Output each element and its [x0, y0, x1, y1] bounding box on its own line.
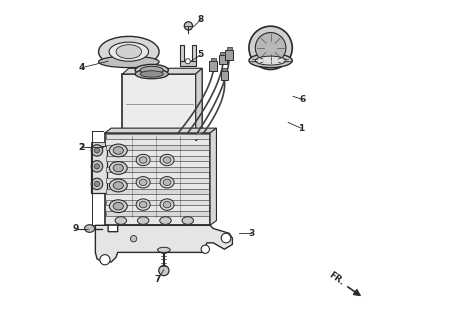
Bar: [220, 71, 228, 80]
Ellipse shape: [84, 225, 95, 232]
Ellipse shape: [140, 71, 163, 77]
Bar: [209, 61, 216, 71]
Text: 6: 6: [299, 95, 305, 104]
Bar: [226, 47, 231, 50]
Bar: [179, 45, 183, 63]
Ellipse shape: [135, 64, 168, 76]
Bar: [218, 55, 226, 64]
Text: 9: 9: [72, 224, 78, 233]
Polygon shape: [129, 68, 202, 135]
Text: FR.: FR.: [326, 270, 345, 287]
Ellipse shape: [94, 181, 99, 187]
Ellipse shape: [94, 164, 99, 169]
Ellipse shape: [182, 217, 193, 224]
Bar: [106, 167, 209, 172]
Ellipse shape: [201, 245, 209, 253]
Bar: [106, 178, 209, 183]
Bar: [179, 61, 195, 66]
Polygon shape: [195, 68, 202, 141]
Ellipse shape: [113, 164, 123, 172]
Ellipse shape: [109, 200, 127, 212]
Bar: [210, 58, 215, 61]
Ellipse shape: [221, 233, 230, 243]
Bar: [106, 200, 209, 205]
Ellipse shape: [163, 157, 170, 163]
Polygon shape: [90, 142, 105, 146]
Text: 1: 1: [297, 124, 304, 132]
Ellipse shape: [100, 255, 110, 265]
Bar: [106, 156, 209, 161]
Ellipse shape: [159, 217, 171, 224]
Ellipse shape: [137, 217, 148, 224]
Bar: [106, 133, 209, 139]
Ellipse shape: [160, 177, 174, 188]
Polygon shape: [122, 68, 202, 74]
Text: 2: 2: [78, 143, 84, 152]
Text: 3: 3: [248, 229, 254, 238]
Ellipse shape: [160, 154, 174, 166]
Ellipse shape: [139, 201, 147, 208]
Bar: [221, 68, 226, 71]
Ellipse shape: [163, 179, 170, 186]
Ellipse shape: [115, 217, 126, 224]
Bar: [105, 133, 210, 225]
Ellipse shape: [184, 22, 192, 30]
Ellipse shape: [185, 59, 190, 64]
Ellipse shape: [139, 157, 147, 163]
Ellipse shape: [113, 202, 123, 210]
Polygon shape: [95, 225, 232, 263]
Text: 2: 2: [78, 143, 84, 152]
Ellipse shape: [109, 179, 127, 192]
Ellipse shape: [109, 162, 127, 174]
Ellipse shape: [157, 247, 170, 252]
Polygon shape: [210, 128, 216, 225]
Bar: [106, 211, 209, 216]
Ellipse shape: [91, 145, 102, 156]
Ellipse shape: [136, 177, 150, 188]
Bar: [106, 145, 209, 150]
Ellipse shape: [249, 26, 292, 69]
Ellipse shape: [94, 148, 99, 153]
Bar: [90, 146, 106, 194]
Ellipse shape: [116, 45, 141, 59]
Bar: [192, 45, 195, 63]
Ellipse shape: [91, 161, 102, 172]
Ellipse shape: [91, 178, 102, 190]
Ellipse shape: [255, 33, 285, 63]
Ellipse shape: [113, 147, 123, 154]
Ellipse shape: [139, 179, 147, 186]
Ellipse shape: [249, 53, 292, 68]
Ellipse shape: [255, 56, 285, 65]
Ellipse shape: [130, 236, 137, 242]
Ellipse shape: [140, 66, 163, 74]
Bar: [122, 74, 195, 141]
Bar: [106, 188, 209, 194]
Ellipse shape: [109, 144, 127, 157]
Ellipse shape: [98, 36, 159, 67]
Polygon shape: [105, 128, 216, 133]
Ellipse shape: [136, 199, 150, 210]
Ellipse shape: [136, 154, 150, 166]
Ellipse shape: [98, 56, 159, 68]
Ellipse shape: [135, 69, 168, 79]
Text: 8: 8: [197, 15, 203, 24]
Text: 4: 4: [78, 63, 85, 72]
Ellipse shape: [109, 42, 148, 61]
Ellipse shape: [160, 199, 174, 210]
Ellipse shape: [113, 182, 123, 189]
Ellipse shape: [163, 201, 170, 208]
Ellipse shape: [158, 266, 169, 276]
Text: 5: 5: [197, 50, 203, 59]
Bar: [220, 52, 225, 55]
Bar: [225, 50, 233, 60]
Text: 7: 7: [154, 275, 161, 284]
